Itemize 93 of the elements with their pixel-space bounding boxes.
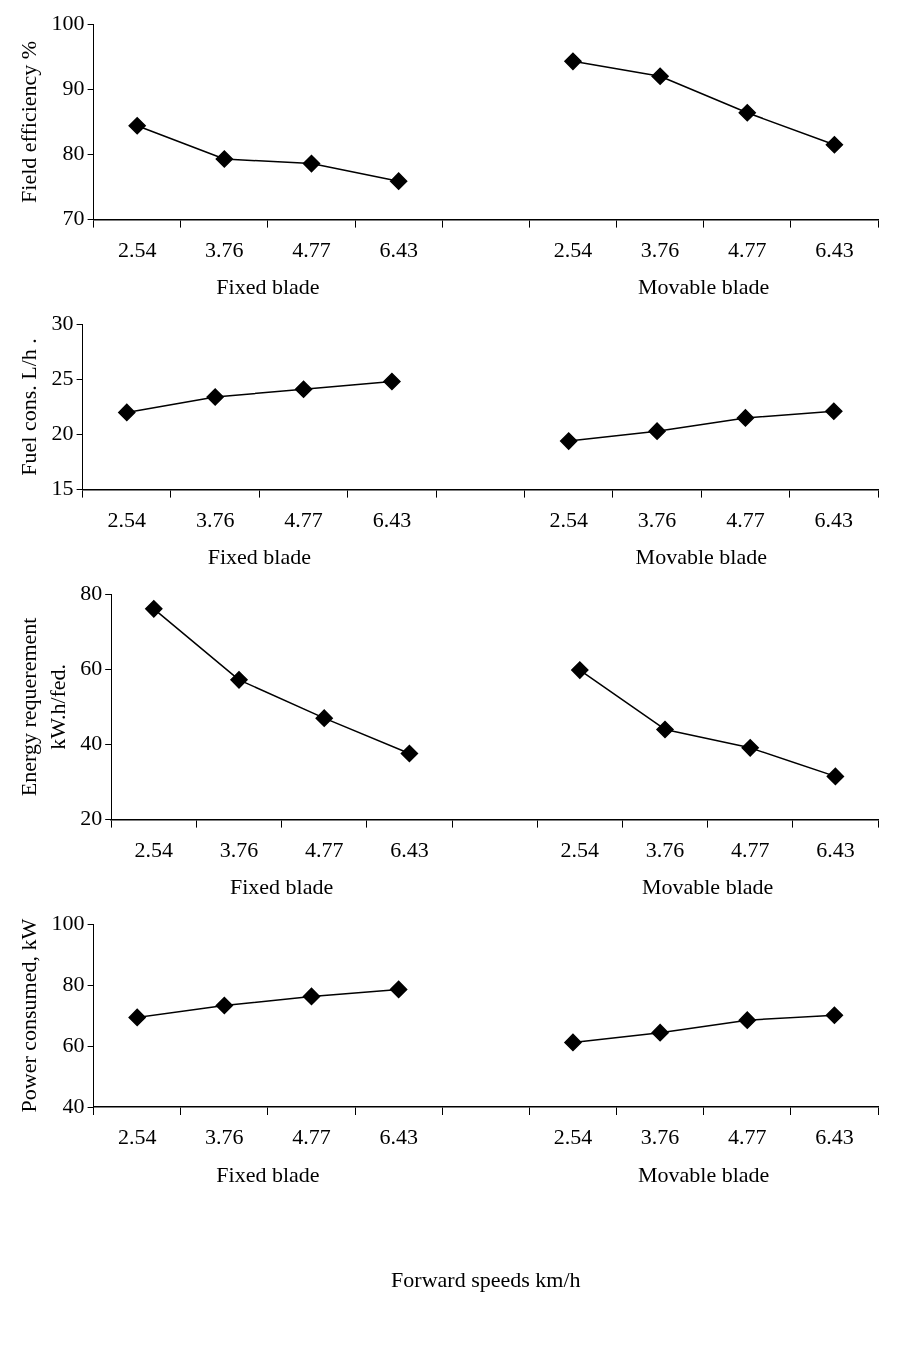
point xyxy=(145,600,163,618)
point xyxy=(741,739,759,757)
point xyxy=(564,52,582,71)
point xyxy=(559,432,578,450)
x-tick-label: 4.77 xyxy=(726,506,765,532)
x-tick-label: 6.43 xyxy=(390,836,429,862)
y-axis-title: Field efficiency % xyxy=(16,40,42,203)
point xyxy=(215,150,234,168)
x-tick-label: 3.76 xyxy=(219,836,259,862)
point xyxy=(383,372,401,391)
x-tick-label: 4.77 xyxy=(284,506,323,532)
y-tick-label: 25 xyxy=(51,365,74,391)
point xyxy=(294,380,313,399)
point xyxy=(128,1008,146,1027)
y-tick-label: 100 xyxy=(51,909,85,935)
point xyxy=(651,67,669,86)
y-tick-label: 60 xyxy=(80,655,103,681)
y-tick-label: 40 xyxy=(80,730,103,756)
text: Movable blade xyxy=(638,274,770,300)
x-tick-label: 4.77 xyxy=(304,836,344,862)
x-tick-label: 4.77 xyxy=(728,236,767,262)
text: Movable blade xyxy=(641,874,774,900)
y-axis-title: Power consumed, kW xyxy=(16,918,42,1113)
y-tick-label: 80 xyxy=(80,579,103,605)
text: Fixed blade xyxy=(229,874,334,900)
y-tick-label: 40 xyxy=(62,1092,85,1118)
point xyxy=(389,172,408,190)
point xyxy=(564,1033,582,1052)
y-tick-label: 15 xyxy=(51,475,74,501)
y-axis-title: Fuel cons. L/h . xyxy=(16,338,42,476)
point xyxy=(825,402,843,421)
point xyxy=(571,661,589,679)
x-tick-label: 4.77 xyxy=(728,1123,767,1149)
x-tick-label: 6.43 xyxy=(814,506,854,532)
x-tick-label: 6.43 xyxy=(815,1123,854,1149)
x-tick-label: 4.77 xyxy=(292,236,331,262)
point xyxy=(302,154,321,173)
x-tick-label: 2.54 xyxy=(553,1123,593,1149)
x-tick-label: 3.76 xyxy=(645,836,685,862)
x-tick-label: 6.43 xyxy=(372,506,412,532)
point xyxy=(825,1006,844,1025)
x-tick-label: 3.76 xyxy=(640,236,680,262)
y-tick-label: 100 xyxy=(51,9,85,35)
point xyxy=(825,135,844,154)
text: Fixed blade xyxy=(207,544,311,570)
point xyxy=(648,422,666,440)
point xyxy=(738,1011,757,1029)
text: Movable blade xyxy=(635,544,767,570)
x-tick-label: 2.54 xyxy=(560,836,600,862)
x-tick-label: 2.54 xyxy=(117,236,157,262)
point xyxy=(736,409,755,427)
point xyxy=(738,104,757,122)
x-tick-label: 4.77 xyxy=(292,1123,331,1149)
y-tick-label: 20 xyxy=(80,805,103,831)
point xyxy=(128,117,146,135)
x-tick-label: 3.76 xyxy=(205,1123,244,1149)
y-tick-label: 70 xyxy=(62,205,85,231)
x-tick-label: 3.76 xyxy=(195,506,235,532)
point xyxy=(400,744,419,763)
point xyxy=(215,996,234,1015)
x-axis-title: Forward speeds km/h xyxy=(391,1266,581,1292)
x-tick-label: 4.77 xyxy=(730,836,770,862)
point xyxy=(302,987,321,1006)
point xyxy=(656,720,674,739)
x-tick-label: 2.54 xyxy=(553,236,593,262)
y-tick-label: 80 xyxy=(62,140,85,166)
x-tick-label: 6.43 xyxy=(379,1123,418,1149)
point xyxy=(206,388,224,406)
x-tick-label: 6.43 xyxy=(815,236,854,262)
point xyxy=(230,671,248,689)
x-tick-label: 2.54 xyxy=(134,836,174,862)
x-tick-label: 2.54 xyxy=(107,506,147,532)
point xyxy=(826,767,845,786)
text: Movable blade xyxy=(638,1161,770,1187)
x-tick-label: 3.76 xyxy=(637,506,677,532)
x-tick-label: 6.43 xyxy=(379,236,418,262)
x-tick-label: 2.54 xyxy=(117,1123,157,1149)
text: Fixed blade xyxy=(216,1161,320,1187)
y-tick-label: 60 xyxy=(62,1031,85,1057)
x-tick-label: 6.43 xyxy=(816,836,855,862)
point xyxy=(389,980,408,999)
x-tick-label: 3.76 xyxy=(205,236,244,262)
y-axis-title: Energy requerement kW.h/fed. xyxy=(16,617,70,797)
x-tick-label: 2.54 xyxy=(549,506,588,532)
point xyxy=(118,403,136,422)
y-tick-label: 30 xyxy=(51,309,74,335)
text: Fixed blade xyxy=(216,274,320,300)
y-tick-label: 20 xyxy=(51,420,74,446)
point xyxy=(651,1023,669,1042)
x-tick-label: 3.76 xyxy=(640,1123,680,1149)
y-tick-label: 90 xyxy=(62,75,85,101)
y-tick-label: 80 xyxy=(62,970,85,996)
point xyxy=(315,709,333,727)
